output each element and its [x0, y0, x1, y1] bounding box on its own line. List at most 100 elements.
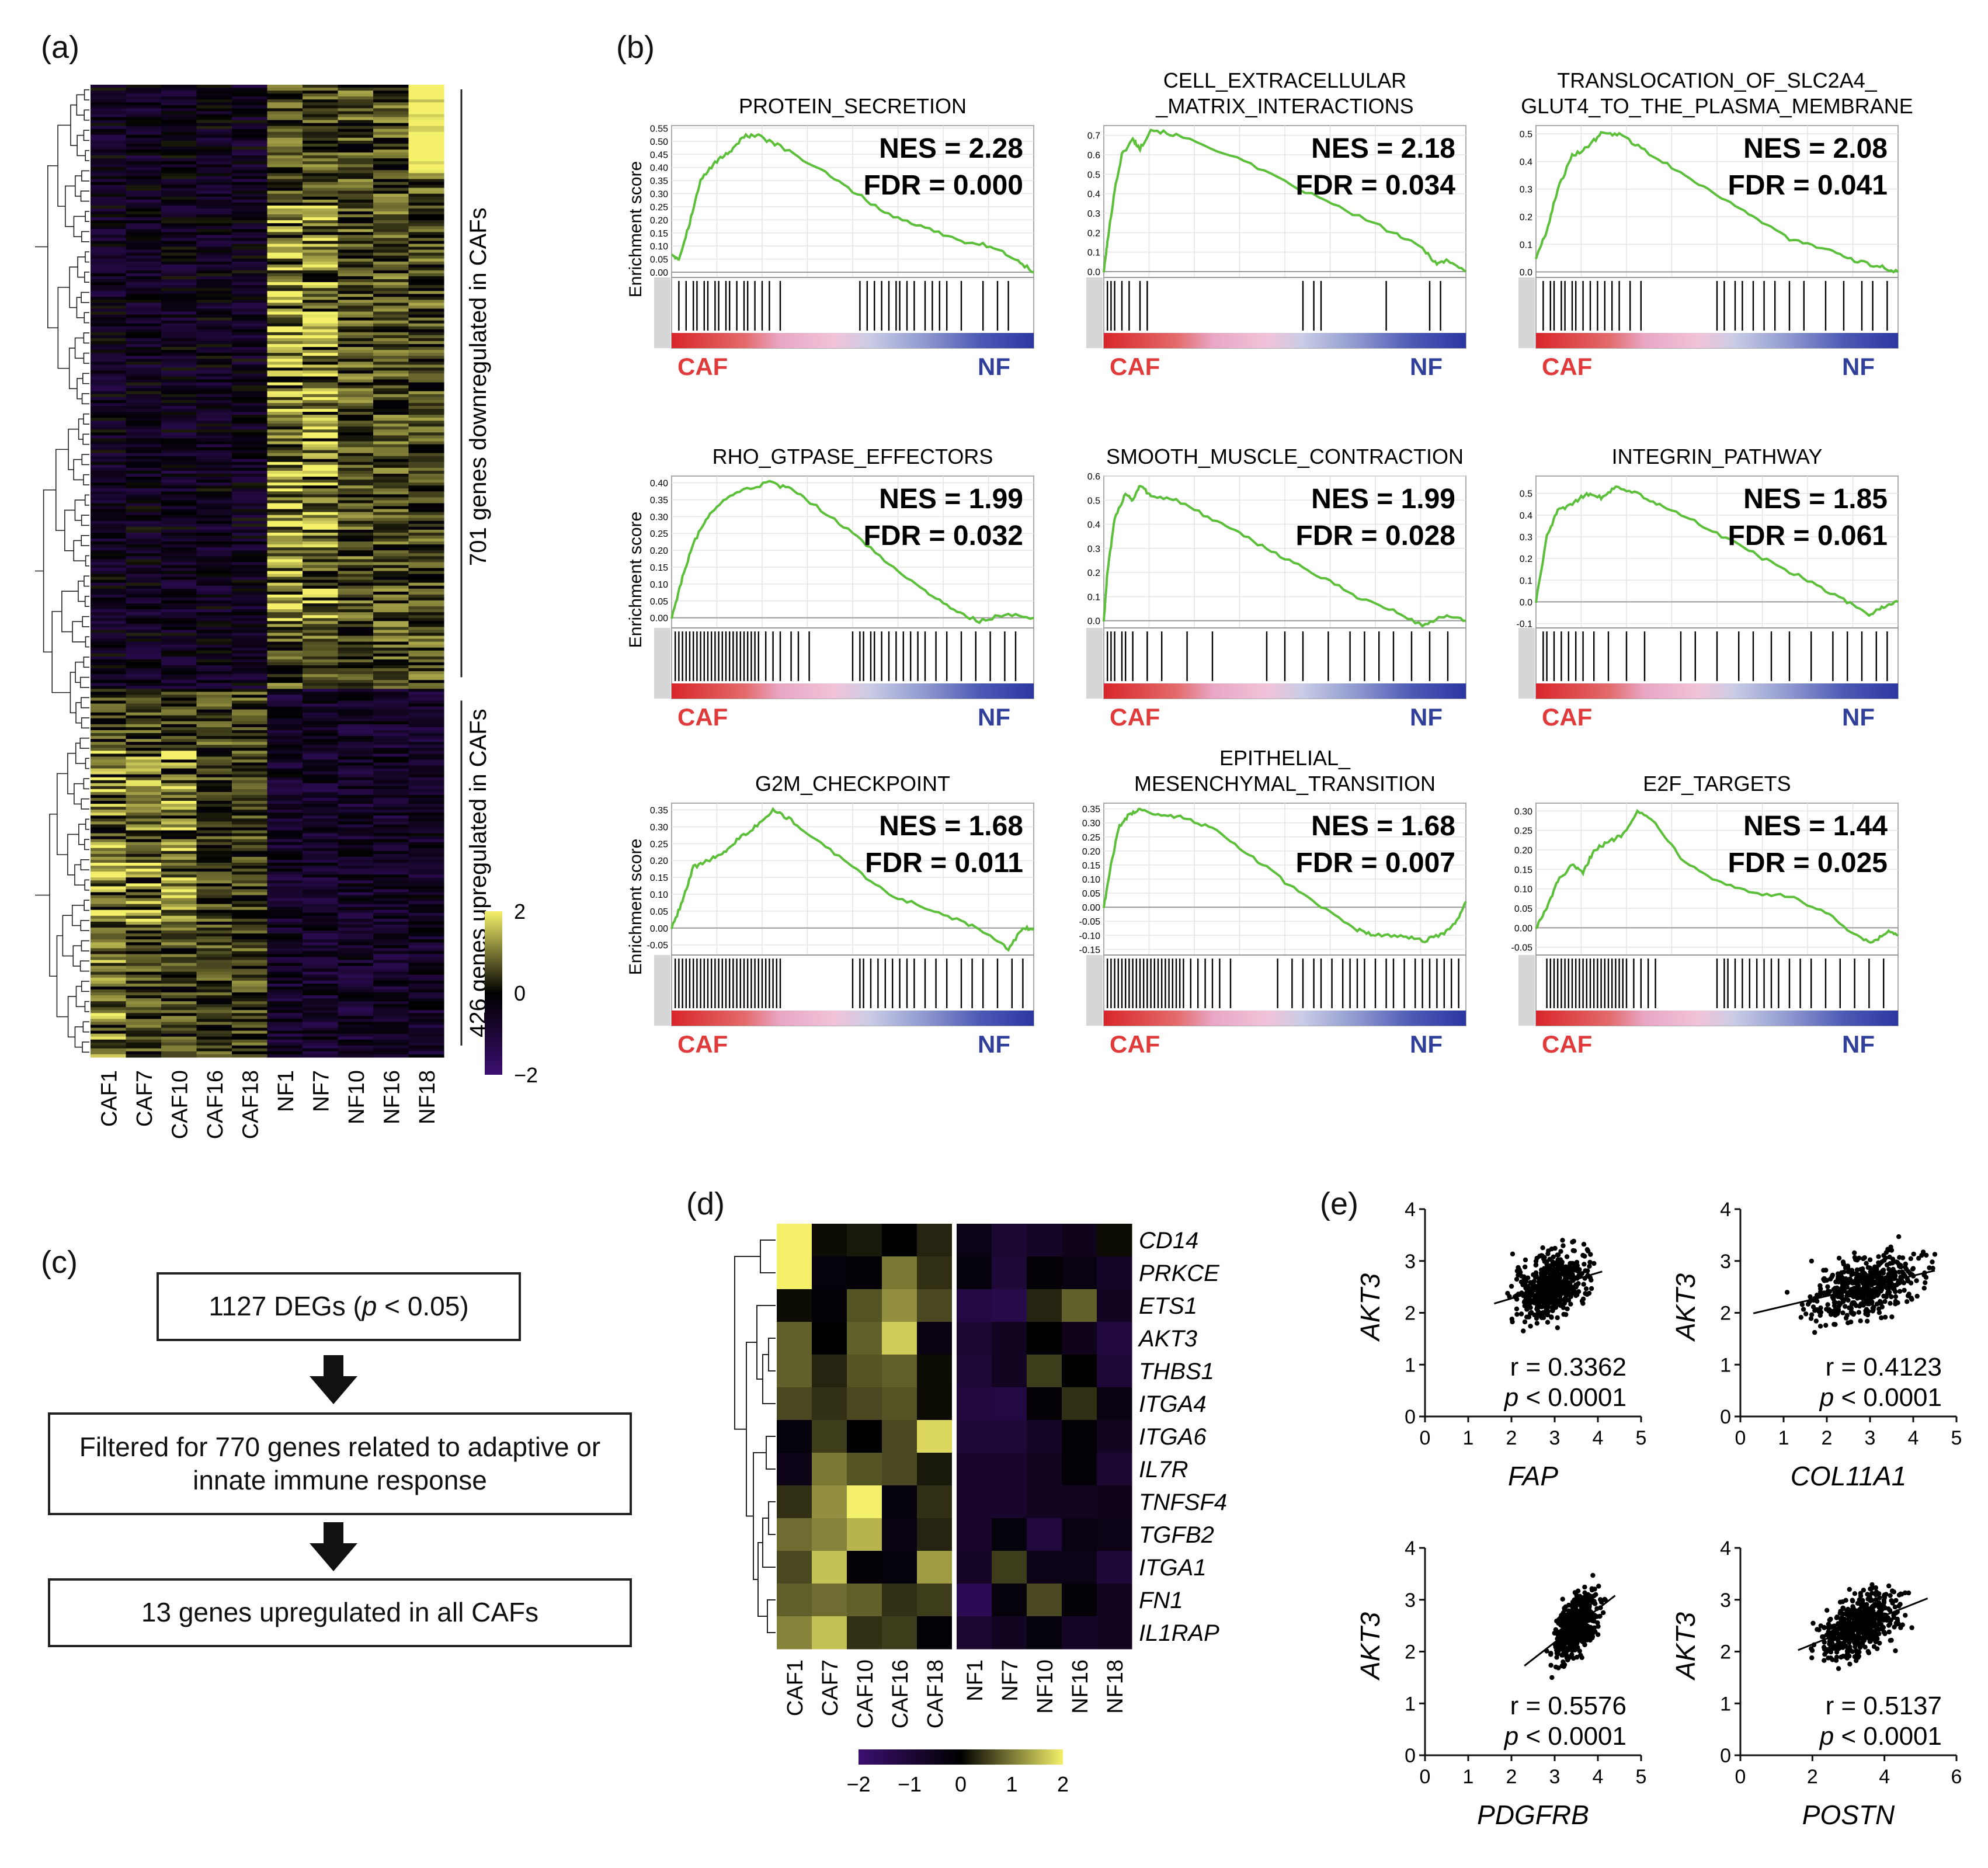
heatmap-cell	[408, 226, 444, 230]
heatmap-cell	[267, 998, 303, 1002]
heatmap-cell	[196, 924, 232, 928]
heatmap-cell	[91, 918, 127, 922]
scatter-point	[1548, 1282, 1553, 1287]
row-label: AKT3	[1138, 1326, 1197, 1352]
heatmap-cell	[91, 235, 127, 238]
heatmap-cell	[161, 762, 197, 766]
heatmap-cell	[408, 176, 444, 180]
heatmap-cell	[303, 300, 339, 303]
heatmap-cell	[232, 356, 268, 359]
gsea-title: E2F_TARGETS	[1643, 772, 1791, 796]
heatmap-cell	[196, 630, 232, 634]
y-tick-label: 0.30	[650, 190, 668, 200]
heatmap-cell	[267, 700, 303, 704]
heatmap-cell	[303, 532, 339, 536]
heatmap-cell	[232, 532, 268, 536]
heatmap-cell	[196, 850, 232, 855]
heatmap-cell	[196, 600, 232, 604]
heatmap-cell	[196, 164, 232, 168]
heatmap-cell	[408, 759, 444, 763]
heatmap-cell	[373, 995, 409, 999]
heatmap-cell	[126, 464, 162, 468]
heatmap-cell	[303, 494, 339, 498]
heatmap-cell	[232, 686, 268, 689]
dendrogram-branch	[76, 94, 85, 116]
heatmap-cell	[232, 131, 268, 136]
gsea-plot: SMOOTH_MUSCLE_CONTRACTION0.60.50.40.30.2…	[1086, 445, 1466, 731]
heatmap-cell	[408, 724, 444, 728]
heatmap-cell	[267, 924, 303, 928]
heatmap-cell	[373, 217, 409, 221]
heatmap-cell	[373, 807, 409, 810]
heatmap-cell	[338, 771, 374, 775]
heatmap-cell	[232, 1007, 268, 1011]
heatmap-cell	[338, 892, 374, 896]
heatmap-cell	[161, 665, 197, 669]
heatmap-cell	[126, 335, 162, 339]
heatmap-cell	[196, 674, 232, 678]
heatmap-cell	[91, 765, 127, 769]
heatmap-cell	[196, 249, 232, 254]
heatmap-cell	[232, 630, 268, 634]
heatmap-cell	[196, 541, 232, 545]
heatmap-cell	[408, 482, 444, 486]
hits	[1106, 281, 1441, 331]
heatmap-cell	[161, 544, 197, 548]
heatmap-cell	[196, 727, 232, 731]
dendrogram-branch	[81, 534, 89, 546]
heatmap-cell	[126, 789, 162, 793]
heatmap-cell	[126, 659, 162, 663]
heatmap-cell	[91, 998, 127, 1002]
heatmap-cell	[161, 217, 197, 221]
heatmap-cell	[161, 1025, 197, 1029]
heatmap-cell	[408, 238, 444, 242]
heatmap-cell	[408, 571, 444, 575]
heatmap-cell	[126, 491, 162, 495]
heatmap-cell	[91, 709, 127, 713]
heatmap-cell	[408, 609, 444, 613]
heatmap-cell	[91, 188, 127, 192]
heatmap-cell	[91, 199, 127, 203]
scatter-point	[1784, 1290, 1790, 1295]
heatmap-cell	[91, 164, 127, 168]
heatmap-cell	[303, 190, 339, 195]
scatter-point	[1522, 1303, 1527, 1308]
heatmap-cell	[408, 718, 444, 722]
heatmap-cell	[267, 329, 303, 333]
heatmap-cell	[373, 827, 409, 831]
heatmap-cell	[196, 918, 232, 922]
row-label: ITGA4	[1139, 1391, 1207, 1417]
heatmap-cell	[232, 550, 268, 554]
heatmap-cell	[408, 456, 444, 460]
heatmap-cell	[126, 391, 162, 395]
heatmap-cell	[91, 939, 127, 943]
heatmap-cell	[91, 288, 127, 291]
heatmap-cell	[338, 341, 374, 345]
heatmap-cell	[126, 1030, 162, 1034]
heatmap-cell	[408, 91, 444, 94]
heatmap-cell	[303, 359, 339, 362]
heatmap-cell	[267, 995, 303, 999]
heatmap-cell	[267, 397, 303, 401]
heatmap-cell	[126, 948, 162, 952]
dendrogram-branch	[79, 737, 89, 749]
heatmap-cell	[232, 671, 268, 675]
y-tick-label: 0.20	[1082, 847, 1100, 857]
heatmap-cell	[126, 668, 162, 672]
heatmap-cell	[303, 736, 339, 739]
heatmap-cell	[161, 1019, 197, 1023]
heatmap-cell	[847, 1584, 882, 1617]
enrichment-curve	[670, 480, 1034, 624]
gsea-plot: CELL_EXTRACELLULAR_MATRIX_INTERACTIONS0.…	[1086, 68, 1467, 380]
heatmap-cell	[161, 500, 197, 504]
heatmap-cell	[408, 577, 444, 581]
scatter-point	[1567, 1263, 1572, 1269]
heatmap-cell	[1062, 1322, 1097, 1355]
heatmap-cell	[126, 232, 162, 235]
heatmap-cell	[303, 474, 339, 477]
y-tick-label: 0.2	[1087, 568, 1100, 578]
heatmap-cell	[232, 196, 268, 200]
heatmap-cell	[267, 777, 303, 781]
heatmap-cell	[303, 656, 339, 660]
y-tick-label: 0.4	[1520, 157, 1532, 167]
